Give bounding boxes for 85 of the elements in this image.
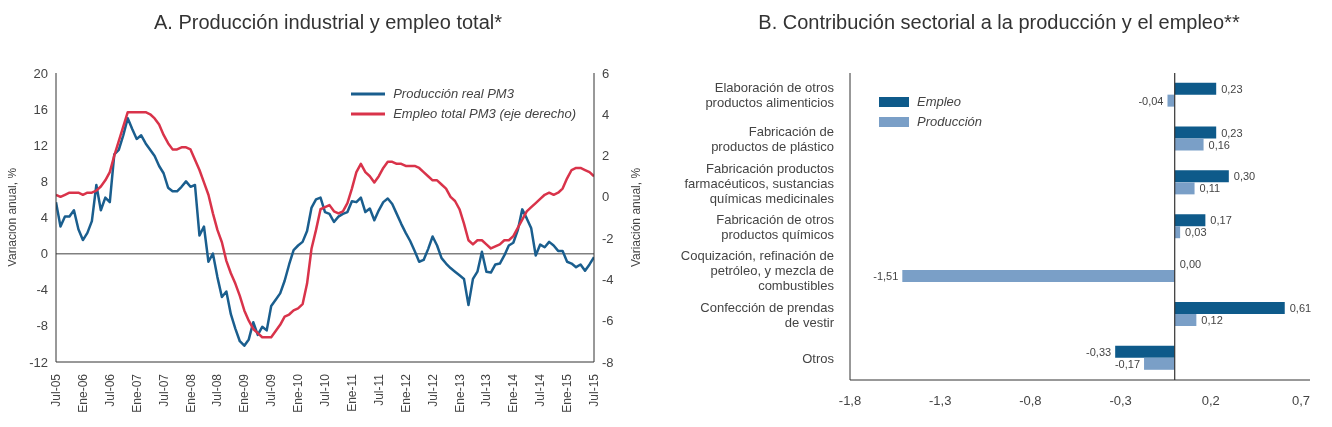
data-label: 0,30 bbox=[1233, 170, 1256, 183]
y-tick-label: Fabricación de productos de plástico bbox=[711, 123, 834, 154]
x-tick-label: Jul-06 bbox=[102, 373, 117, 407]
x-tick-label: -1,8 bbox=[838, 393, 862, 409]
legend-label: Producción real PM3 bbox=[393, 85, 514, 103]
data-label: 0,00 bbox=[1179, 258, 1202, 271]
x-tick-label: Jul-12 bbox=[425, 373, 440, 407]
y-tick-label: 20 bbox=[33, 65, 48, 81]
y2-tick-label: -4 bbox=[602, 272, 614, 288]
legend-label: Empleo total PM3 (eje derecho) bbox=[393, 105, 576, 123]
y-tick-label: Confección de prendas de vestir bbox=[700, 299, 835, 330]
x-tick-label: Ene-10 bbox=[291, 373, 306, 413]
data-label: -1,51 bbox=[873, 270, 899, 283]
y2-axis-title: Variación anual, % bbox=[629, 167, 644, 268]
y2-tick-label: -2 bbox=[602, 230, 614, 246]
y2-tick-label: -8 bbox=[602, 354, 614, 370]
y-tick-label: 0 bbox=[40, 246, 48, 262]
y-axis-title: Variación anual, % bbox=[5, 167, 20, 268]
x-tick-label: Jul-14 bbox=[533, 373, 548, 407]
bar bbox=[1174, 226, 1181, 239]
y2-tick-label: -6 bbox=[602, 313, 614, 329]
data-label: 0,23 bbox=[1221, 82, 1243, 95]
data-label: -0,33 bbox=[1086, 345, 1112, 358]
y-tick-label: Fabricación de otros productos químicos bbox=[716, 211, 835, 242]
data-label: -0,17 bbox=[1114, 357, 1141, 370]
bar bbox=[1174, 138, 1204, 151]
data-label: 0,61 bbox=[1289, 301, 1312, 314]
data-label: 0,03 bbox=[1185, 226, 1207, 239]
data-label: -0,04 bbox=[1138, 94, 1164, 107]
x-tick-label: Ene-07 bbox=[129, 373, 144, 413]
x-tick-label: Ene-15 bbox=[560, 373, 575, 413]
legend-label: Producción bbox=[917, 113, 983, 131]
data-label: 0,11 bbox=[1199, 182, 1221, 195]
x-tick-label: -0,8 bbox=[1019, 393, 1042, 409]
x-tick-label: Jul-08 bbox=[210, 373, 225, 407]
bar bbox=[902, 270, 1175, 283]
data-label: 0,17 bbox=[1210, 214, 1232, 227]
bar bbox=[1174, 126, 1217, 139]
y-tick-label: -4 bbox=[36, 282, 48, 298]
y-tick-label: -8 bbox=[36, 318, 48, 334]
chart-title: A. Producción industrial y empleo total* bbox=[153, 10, 503, 35]
x-tick-label: -0,3 bbox=[1109, 393, 1132, 409]
bar bbox=[1174, 214, 1206, 227]
x-tick-label: Jul-13 bbox=[479, 373, 494, 407]
x-tick-label: 0,2 bbox=[1201, 393, 1220, 409]
x-tick-label: Jul-05 bbox=[49, 373, 63, 407]
y-tick-label: 16 bbox=[33, 101, 48, 117]
bar bbox=[1174, 82, 1217, 95]
x-tick-label: Jul-10 bbox=[318, 373, 332, 407]
y2-tick-label: 2 bbox=[602, 148, 610, 164]
data-label: 0,23 bbox=[1221, 126, 1243, 139]
data-label: 0,16 bbox=[1208, 138, 1230, 151]
y-tick-label: Otros bbox=[802, 350, 835, 366]
y-tick-label: 4 bbox=[40, 210, 48, 226]
x-tick-label: Ene-06 bbox=[75, 373, 90, 413]
y-tick-label: Coquización, refinación de petróleo, y mezcla de combustibles bbox=[680, 247, 835, 293]
x-tick-label: Ene-11 bbox=[344, 373, 359, 412]
bar bbox=[1174, 170, 1229, 183]
x-tick-label: Jul-07 bbox=[156, 373, 171, 407]
y-tick-label: 12 bbox=[33, 137, 48, 153]
y-tick-label: -12 bbox=[29, 354, 48, 370]
x-tick-label: Jul-09 bbox=[264, 373, 279, 407]
chart-title: B. Contribución sectorial a la producción y el empleo** bbox=[757, 10, 1241, 35]
x-tick-label: Ene-13 bbox=[452, 373, 467, 413]
y2-tick-label: 0 bbox=[602, 189, 610, 205]
bar bbox=[1144, 357, 1175, 370]
y2-tick-label: 4 bbox=[602, 106, 610, 122]
legend-label: Empleo bbox=[917, 93, 962, 111]
x-tick-label: 0,7 bbox=[1291, 393, 1311, 409]
x-tick-label: Ene-08 bbox=[183, 373, 198, 413]
y-tick-label: 8 bbox=[40, 173, 48, 189]
x-tick-label: Ene-14 bbox=[506, 373, 521, 413]
x-tick-label: Ene-09 bbox=[237, 373, 252, 413]
data-label: 0,12 bbox=[1201, 313, 1223, 326]
y-tick-label: Fabricación productos farmacéuticos, sustancias químicas medicinales bbox=[684, 160, 835, 206]
y2-tick-label: 6 bbox=[602, 65, 610, 81]
y-tick-label: Elaboración de otros productos alimenticios bbox=[705, 79, 835, 110]
x-tick-label: Jul-15 bbox=[587, 373, 601, 407]
bar bbox=[1174, 301, 1285, 314]
x-tick-label: Ene-12 bbox=[398, 373, 413, 413]
x-tick-label: Jul-11 bbox=[371, 373, 386, 406]
x-tick-label: -1,3 bbox=[928, 393, 952, 409]
bar bbox=[1174, 182, 1195, 195]
bar bbox=[1174, 313, 1197, 326]
bar bbox=[1115, 345, 1175, 358]
